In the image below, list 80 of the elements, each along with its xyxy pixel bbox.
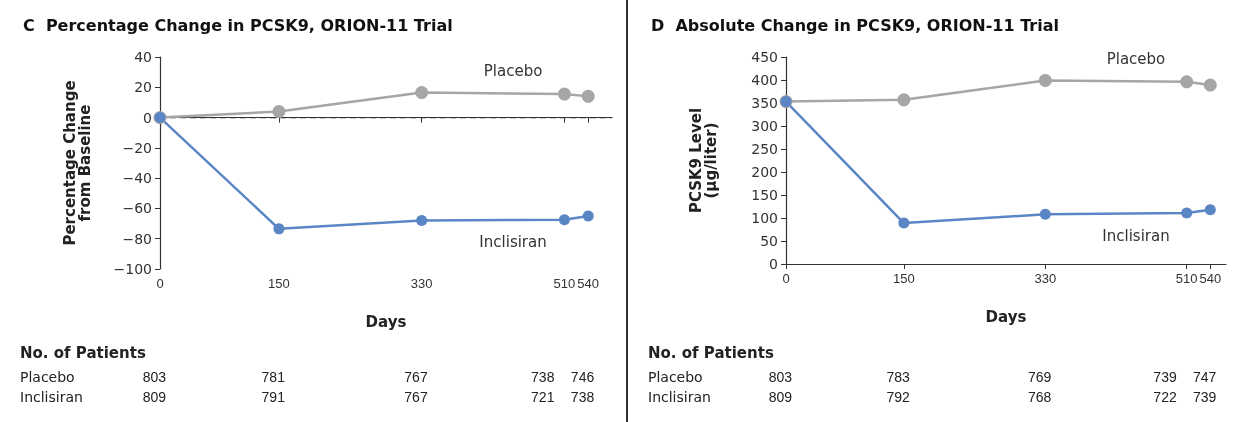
x-tick-label: 0 <box>156 276 164 291</box>
point <box>582 210 594 222</box>
point <box>557 87 571 101</box>
x-axis-title: Days <box>365 312 407 331</box>
point <box>416 215 428 227</box>
y-tick-label: 450 <box>751 49 778 65</box>
text: 746 <box>570 369 595 385</box>
point <box>1038 73 1052 87</box>
text: No. of Patients <box>648 343 774 362</box>
point <box>273 223 285 235</box>
text: No. of Patients <box>20 343 146 362</box>
series-label: Placebo <box>483 62 543 81</box>
point <box>415 86 429 100</box>
point <box>1204 204 1216 216</box>
text: 738 <box>570 389 595 405</box>
y-tick-label: 40 <box>134 49 152 65</box>
y-tick-label: 200 <box>751 164 778 180</box>
y-axis-title: Percentage Change from Baseline <box>60 80 94 246</box>
x-tick-label: 330 <box>1034 271 1057 286</box>
x-tick-label: 0 <box>782 271 790 286</box>
y-tick-label: 100 <box>751 210 778 226</box>
point <box>897 93 911 107</box>
text: 738 <box>531 369 555 385</box>
x-tick-label: 510 <box>553 276 576 291</box>
x-axis-title: Days <box>985 307 1027 326</box>
x-tick-label: 540 <box>1199 271 1222 286</box>
y-tick-label: 400 <box>751 72 778 88</box>
point <box>1181 207 1193 219</box>
text: Inclisiran <box>648 389 711 405</box>
y-tick-label: −20 <box>122 139 152 156</box>
text: 769 <box>1027 369 1052 385</box>
text: 783 <box>886 369 911 385</box>
point <box>898 217 910 229</box>
text: 768 <box>1027 389 1052 405</box>
x-tick-label: 150 <box>893 271 915 286</box>
point <box>581 89 595 103</box>
series-label: Inclisiran <box>479 233 547 252</box>
text: Placebo <box>648 369 703 385</box>
y-tick-label: 150 <box>751 187 778 203</box>
text: 739 <box>1153 369 1177 385</box>
text: 809 <box>142 389 167 405</box>
point <box>272 105 286 119</box>
text: Inclisiran <box>20 389 83 405</box>
y-tick-label: 20 <box>134 79 152 96</box>
chart-title: C Percentage Change in PCSK9, ORION-11 Trial <box>23 15 453 35</box>
y-tick-label: −40 <box>122 170 152 187</box>
y-tick-label: 250 <box>751 141 778 157</box>
point <box>558 214 570 226</box>
point <box>1203 78 1217 92</box>
x-tick-label: 150 <box>268 276 290 291</box>
text: 722 <box>1153 389 1177 405</box>
text: 803 <box>768 369 793 385</box>
text: 747 <box>1192 369 1217 385</box>
text: 803 <box>142 369 167 385</box>
y-tick-label: 350 <box>751 95 778 111</box>
series-label: Placebo <box>1106 50 1166 69</box>
text: 781 <box>261 369 286 385</box>
y-tick-label: 300 <box>751 118 778 134</box>
text: Placebo <box>20 369 75 385</box>
series-label: Inclisiran <box>1102 226 1170 245</box>
text: 791 <box>261 389 286 405</box>
x-tick-label: 540 <box>577 276 600 291</box>
point <box>1039 208 1051 220</box>
y-tick-label: 0 <box>769 256 778 272</box>
point <box>1180 75 1194 89</box>
y-axis-title: PCSK9 Level (μg/liter) <box>686 107 720 214</box>
y-tick-label: −60 <box>122 200 152 217</box>
chart-title: D Absolute Change in PCSK9, ORION-11 Trial <box>651 15 1059 35</box>
x-tick-label: 330 <box>410 276 433 291</box>
y-tick-label: 50 <box>760 233 778 249</box>
text: 721 <box>531 389 555 405</box>
text: 739 <box>1192 389 1217 405</box>
text: 809 <box>768 389 793 405</box>
text: 767 <box>404 369 428 385</box>
y-tick-label: −100 <box>113 261 152 277</box>
y-tick-label: −80 <box>122 230 152 247</box>
x-tick-label: 510 <box>1175 271 1198 286</box>
text: 767 <box>404 389 428 405</box>
text: 792 <box>886 389 911 405</box>
y-tick-label: 0 <box>143 109 152 126</box>
